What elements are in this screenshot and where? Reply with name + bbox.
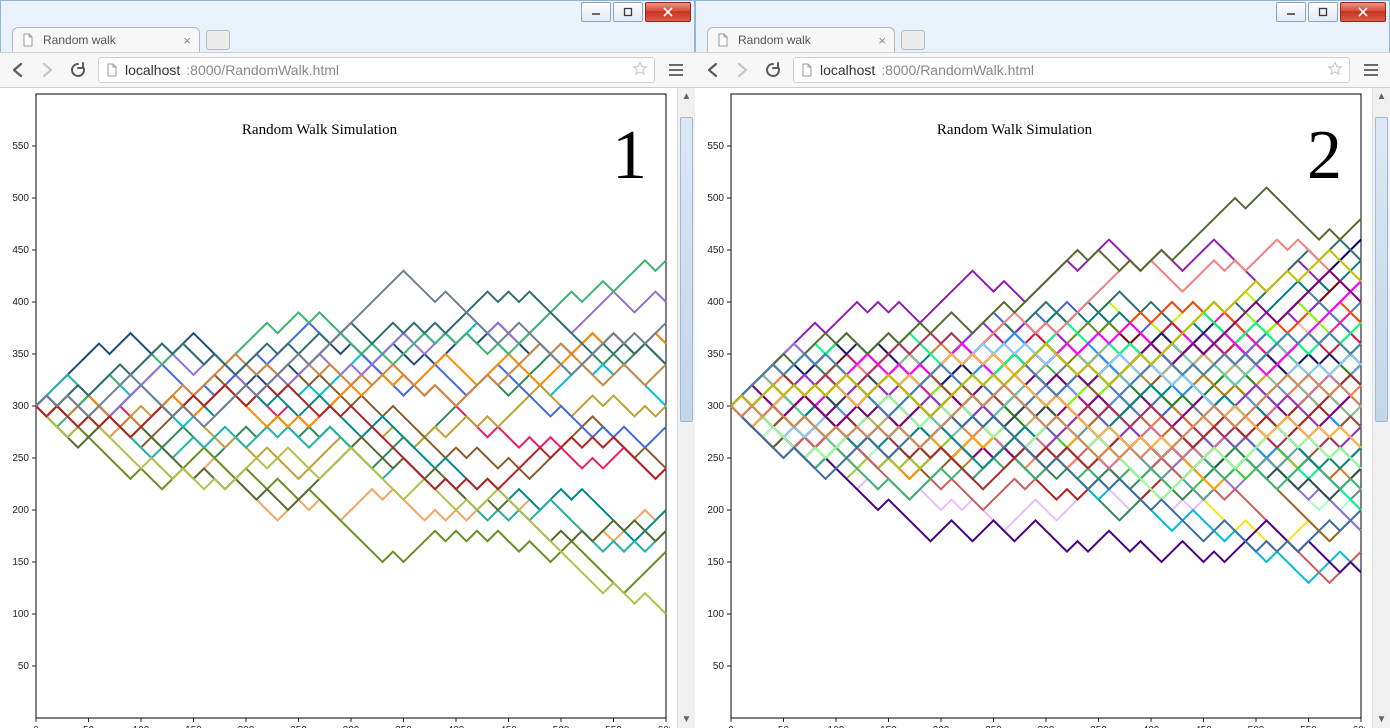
menu-button[interactable] xyxy=(665,59,687,81)
maximize-icon xyxy=(1318,7,1328,17)
reload-button[interactable] xyxy=(763,60,783,80)
tab-close-button[interactable]: × xyxy=(878,34,886,47)
scroll-up-button[interactable]: ▲ xyxy=(1373,88,1390,105)
toolbar: localhost :8000/RandomWalk.html xyxy=(695,52,1390,88)
bookmark-star-icon[interactable] xyxy=(632,61,648,80)
toolbar: localhost :8000/RandomWalk.html xyxy=(0,52,695,88)
browser-window: Random walk × localhost :8000/RandomWalk.… xyxy=(0,0,695,728)
minimize-button[interactable] xyxy=(581,2,611,22)
svg-text:150: 150 xyxy=(12,557,29,568)
back-button[interactable] xyxy=(8,60,28,80)
scroll-down-button[interactable]: ▼ xyxy=(1373,711,1390,728)
svg-text:300: 300 xyxy=(707,401,724,412)
minimize-icon xyxy=(1286,7,1296,17)
window-titlebar xyxy=(0,0,695,24)
svg-text:450: 450 xyxy=(12,245,29,256)
vertical-scrollbar[interactable]: ▲ ▼ xyxy=(1372,88,1390,728)
address-bar[interactable]: localhost :8000/RandomWalk.html xyxy=(793,57,1350,83)
svg-text:550: 550 xyxy=(12,141,29,152)
file-icon xyxy=(800,63,814,77)
svg-text:2: 2 xyxy=(1307,117,1342,194)
back-button[interactable] xyxy=(703,60,723,80)
tab-strip: Random walk × xyxy=(695,24,1390,52)
url-path: :8000/RandomWalk.html xyxy=(186,62,339,78)
svg-text:350: 350 xyxy=(12,349,29,360)
random-walk-chart: 5010015020025030035040045050055005010015… xyxy=(695,88,1365,728)
svg-text:200: 200 xyxy=(707,505,724,516)
menu-button[interactable] xyxy=(1360,59,1382,81)
svg-text:500: 500 xyxy=(707,193,724,204)
desktop: Random walk × localhost :8000/RandomWalk.… xyxy=(0,0,1390,728)
svg-text:350: 350 xyxy=(707,349,724,360)
svg-text:550: 550 xyxy=(707,141,724,152)
close-button[interactable] xyxy=(645,2,691,22)
file-icon xyxy=(21,33,35,47)
random-walk-chart: 5010015020025030035040045050055005010015… xyxy=(0,88,670,728)
svg-text:1: 1 xyxy=(612,117,647,194)
file-icon xyxy=(716,33,730,47)
page-viewport[interactable]: 5010015020025030035040045050055005010015… xyxy=(695,88,1372,728)
minimize-button[interactable] xyxy=(1276,2,1306,22)
vertical-scrollbar[interactable]: ▲ ▼ xyxy=(677,88,695,728)
window-titlebar xyxy=(695,0,1390,24)
maximize-button[interactable] xyxy=(1308,2,1338,22)
svg-text:Random Walk Simulation: Random Walk Simulation xyxy=(937,122,1093,138)
tab-strip: Random walk × xyxy=(0,24,695,52)
svg-text:300: 300 xyxy=(12,401,29,412)
minimize-icon xyxy=(591,7,601,17)
browser-window: Random walk × localhost :8000/RandomWalk.… xyxy=(695,0,1390,728)
svg-text:50: 50 xyxy=(18,661,30,672)
url-host: localhost xyxy=(820,62,875,78)
tab-close-button[interactable]: × xyxy=(183,34,191,47)
scroll-thumb[interactable] xyxy=(1375,117,1388,422)
reload-button[interactable] xyxy=(68,60,88,80)
address-bar[interactable]: localhost :8000/RandomWalk.html xyxy=(98,57,655,83)
panel-number: 2 xyxy=(1270,108,1350,216)
maximize-button[interactable] xyxy=(613,2,643,22)
browser-tab[interactable]: Random walk × xyxy=(707,27,895,52)
svg-text:150: 150 xyxy=(707,557,724,568)
forward-button[interactable] xyxy=(38,60,58,80)
svg-text:400: 400 xyxy=(707,297,724,308)
new-tab-button[interactable] xyxy=(206,30,230,50)
url-host: localhost xyxy=(125,62,180,78)
svg-text:50: 50 xyxy=(713,661,725,672)
url-path: :8000/RandomWalk.html xyxy=(881,62,1034,78)
close-button[interactable] xyxy=(1340,2,1386,22)
scroll-thumb[interactable] xyxy=(680,117,693,422)
tab-title: Random walk xyxy=(43,33,175,47)
file-icon xyxy=(105,63,119,77)
svg-text:250: 250 xyxy=(12,453,29,464)
scroll-track[interactable] xyxy=(678,105,695,711)
svg-text:250: 250 xyxy=(707,453,724,464)
panel-number: 1 xyxy=(575,108,655,216)
new-tab-button[interactable] xyxy=(901,30,925,50)
scroll-down-button[interactable]: ▼ xyxy=(678,711,695,728)
close-icon xyxy=(662,7,674,17)
browser-tab[interactable]: Random walk × xyxy=(12,27,200,52)
scroll-track[interactable] xyxy=(1373,105,1390,711)
close-icon xyxy=(1357,7,1369,17)
scroll-up-button[interactable]: ▲ xyxy=(678,88,695,105)
svg-text:200: 200 xyxy=(12,505,29,516)
page-viewport[interactable]: 5010015020025030035040045050055005010015… xyxy=(0,88,677,728)
svg-text:100: 100 xyxy=(12,609,29,620)
forward-button[interactable] xyxy=(733,60,753,80)
bookmark-star-icon[interactable] xyxy=(1327,61,1343,80)
content-area: 5010015020025030035040045050055005010015… xyxy=(695,88,1390,728)
svg-text:Random Walk Simulation: Random Walk Simulation xyxy=(242,122,398,138)
svg-text:100: 100 xyxy=(707,609,724,620)
svg-text:450: 450 xyxy=(707,245,724,256)
content-area: 5010015020025030035040045050055005010015… xyxy=(0,88,695,728)
svg-text:400: 400 xyxy=(12,297,29,308)
maximize-icon xyxy=(623,7,633,17)
svg-text:500: 500 xyxy=(12,193,29,204)
tab-title: Random walk xyxy=(738,33,870,47)
